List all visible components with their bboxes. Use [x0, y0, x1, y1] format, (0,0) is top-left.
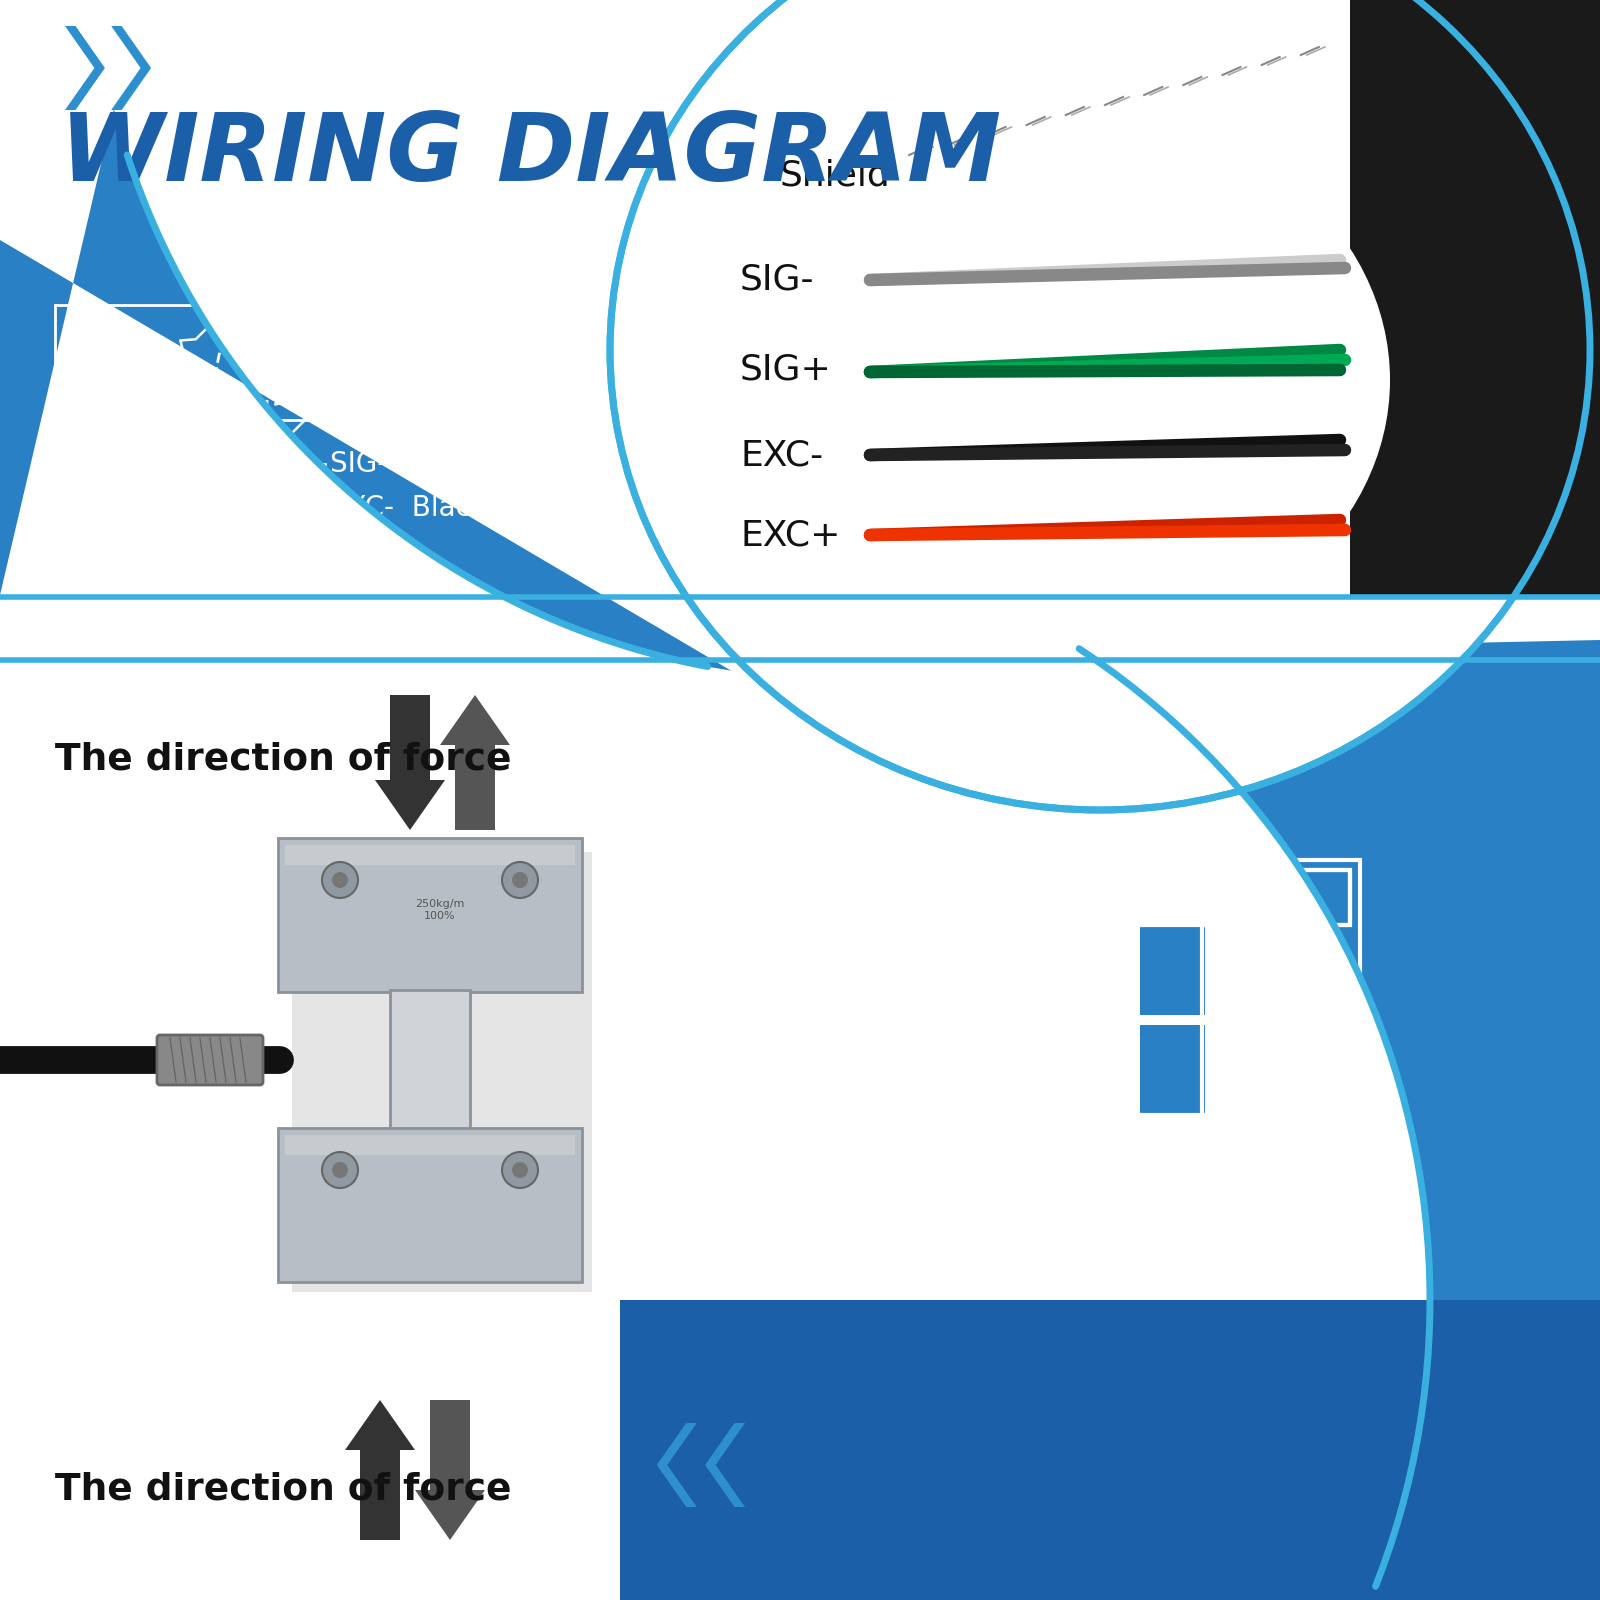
Bar	[1139, 870, 1350, 925]
Text: EXC+: EXC+	[739, 518, 840, 552]
Bar	[285, 1134, 574, 1155]
Bar	[430, 1400, 470, 1490]
Polygon shape	[1083, 640, 1600, 1600]
Polygon shape	[706, 1422, 746, 1507]
Bar	[454, 746, 494, 830]
Bar	[0, 640, 1600, 1600]
Bar	[1139, 1026, 1205, 1115]
Circle shape	[512, 872, 528, 888]
Text: SIG+: SIG+	[739, 354, 832, 387]
Bar	[1130, 861, 1360, 1181]
Bar	[1062, 890, 1078, 1122]
Bar	[390, 990, 470, 1130]
Polygon shape	[995, 890, 1026, 918]
Text: 250kg/m
100%: 250kg/m 100%	[416, 899, 464, 920]
Bar	[1139, 1115, 1350, 1170]
Circle shape	[502, 862, 538, 898]
Text: SIG+  Green: SIG+ Green	[330, 362, 502, 390]
Text: SIG-: SIG-	[739, 262, 814, 298]
Bar	[621, 1299, 1600, 1600]
Bar	[1205, 925, 1245, 1115]
Polygon shape	[66, 26, 106, 110]
Bar	[390, 694, 430, 781]
Circle shape	[512, 1162, 528, 1178]
Text: SIG-  White: SIG- White	[330, 450, 486, 478]
Ellipse shape	[710, 99, 1390, 659]
Circle shape	[333, 872, 349, 888]
Circle shape	[258, 458, 270, 470]
Circle shape	[258, 414, 270, 426]
Bar	[360, 1450, 400, 1539]
Polygon shape	[374, 781, 445, 830]
Text: EXC-  Black: EXC- Black	[330, 494, 486, 522]
Polygon shape	[0, 109, 731, 670]
Bar	[1139, 925, 1205, 1014]
Text: STRESS DIAGRAM: STRESS DIAGRAM	[640, 1309, 1496, 1392]
Bar	[0, 0, 1600, 595]
Ellipse shape	[610, 0, 1590, 810]
Bar	[54, 306, 250, 534]
Text: WIRING DIAGRAM: WIRING DIAGRAM	[61, 109, 1002, 202]
Bar	[291, 851, 592, 1293]
Circle shape	[258, 502, 270, 514]
Text: EXC+  Red: EXC+ Red	[330, 318, 478, 346]
FancyBboxPatch shape	[278, 838, 582, 992]
Circle shape	[258, 326, 270, 338]
Bar	[942, 890, 958, 1122]
Bar	[882, 918, 898, 1150]
Polygon shape	[112, 26, 150, 110]
Circle shape	[322, 1152, 358, 1187]
Circle shape	[322, 862, 358, 898]
Text: The direction of force: The direction of force	[54, 1472, 512, 1507]
Text: Shield: Shield	[330, 406, 416, 434]
Polygon shape	[934, 1122, 965, 1150]
Polygon shape	[440, 694, 510, 746]
Polygon shape	[346, 1400, 414, 1450]
Polygon shape	[414, 1490, 485, 1539]
Bar	[1002, 918, 1018, 1150]
Polygon shape	[658, 1422, 696, 1507]
Text: The direction of force: The direction of force	[54, 742, 512, 778]
FancyBboxPatch shape	[278, 1128, 582, 1282]
Circle shape	[502, 1152, 538, 1187]
Bar	[285, 845, 574, 866]
Circle shape	[258, 370, 270, 382]
Circle shape	[333, 1162, 349, 1178]
FancyBboxPatch shape	[157, 1035, 262, 1085]
Polygon shape	[1054, 1122, 1085, 1150]
Polygon shape	[875, 890, 906, 918]
Text: EXC-: EXC-	[739, 438, 822, 472]
Text: Shield: Shield	[781, 158, 891, 192]
